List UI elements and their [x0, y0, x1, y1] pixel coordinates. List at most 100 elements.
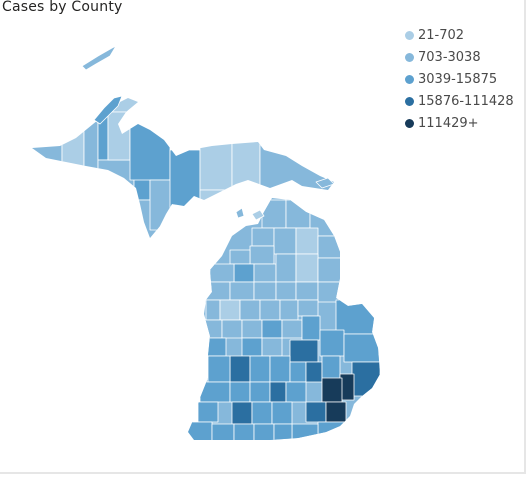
county-benzie[interactable]	[209, 263, 235, 283]
county-barry[interactable]	[229, 381, 251, 403]
county-gogebic[interactable]	[20, 129, 63, 176]
legend-swatch-3	[405, 74, 414, 84]
county-montmorency[interactable]	[295, 227, 319, 255]
county-lake[interactable]	[219, 299, 241, 321]
county-jackson[interactable]	[271, 401, 293, 425]
county-bay[interactable]	[301, 315, 321, 341]
county-iron[interactable]	[97, 159, 135, 201]
legend-item[interactable]: 703-3038	[405, 46, 514, 68]
county-montcalm[interactable]	[241, 337, 263, 357]
county-luce[interactable]	[199, 139, 233, 191]
county-roscommon[interactable]	[275, 281, 297, 301]
county-saginaw[interactable]	[289, 339, 319, 363]
county-chippewa-w[interactable]	[231, 139, 261, 191]
county-leelanau[interactable]	[229, 249, 251, 265]
county-clinton[interactable]	[269, 355, 291, 383]
county-grand-traverse[interactable]	[233, 263, 255, 283]
county-cheboygan[interactable]	[285, 199, 311, 229]
county-keweenaw-isle-royale[interactable]	[81, 45, 117, 71]
county-mason[interactable]	[205, 299, 221, 321]
legend-swatch-2	[405, 52, 414, 62]
county-marquette[interactable]	[107, 111, 131, 161]
legend-item[interactable]: 15876-111428	[405, 90, 514, 112]
legend-swatch-5	[405, 118, 414, 128]
visual-container: Cases by County	[0, 0, 526, 474]
county-monroe[interactable]	[317, 421, 347, 444]
county-berrien[interactable]	[186, 421, 213, 444]
county-wayne[interactable]	[325, 401, 347, 423]
county-charlevoix-beaver-island[interactable]	[235, 207, 245, 219]
county-houghton[interactable]	[83, 99, 99, 176]
county-oakland[interactable]	[321, 377, 343, 403]
county-mackinac-island[interactable]	[251, 209, 265, 221]
county-genesee[interactable]	[305, 361, 323, 383]
legend-label: 111429+	[418, 115, 479, 131]
legend-item[interactable]: 21-702	[405, 24, 514, 46]
county-calhoun[interactable]	[251, 401, 273, 425]
county-arenac[interactable]	[297, 299, 319, 317]
county-branch[interactable]	[253, 423, 275, 444]
county-manistee[interactable]	[205, 281, 231, 301]
county-oscoda[interactable]	[295, 253, 319, 283]
county-ottawa[interactable]	[207, 355, 231, 383]
county-iosco[interactable]	[317, 281, 343, 303]
county-midland[interactable]	[281, 319, 303, 339]
county-schoolcraft[interactable]	[169, 149, 201, 211]
legend-swatch-1	[405, 30, 414, 40]
county-st-clair[interactable]	[351, 361, 380, 397]
county-alcona[interactable]	[317, 257, 343, 283]
county-ionia[interactable]	[249, 355, 271, 383]
county-mecosta[interactable]	[241, 319, 263, 339]
legend-item[interactable]: 3039-15875	[405, 68, 514, 90]
county-newaygo[interactable]	[221, 319, 243, 339]
county-oceana[interactable]	[203, 319, 223, 339]
county-keweenaw-peninsula[interactable]	[93, 95, 123, 125]
legend: 21-702 703-3038 3039-15875 15876-111428 …	[405, 24, 514, 134]
county-allegan[interactable]	[199, 381, 231, 403]
county-wexford[interactable]	[229, 281, 255, 301]
county-charlevoix[interactable]	[251, 227, 275, 247]
county-ontonagon[interactable]	[61, 119, 85, 176]
county-sanilac[interactable]	[343, 333, 380, 363]
county-chippewa-drummond[interactable]	[315, 177, 335, 189]
county-antrim[interactable]	[249, 245, 275, 265]
county-livingston[interactable]	[285, 381, 307, 403]
lower-peninsula	[186, 198, 380, 444]
legend-label: 3039-15875	[418, 71, 498, 87]
county-kalamazoo[interactable]	[231, 401, 253, 425]
county-hillsdale[interactable]	[273, 423, 293, 444]
county-crawford[interactable]	[275, 253, 297, 283]
county-cass[interactable]	[211, 423, 235, 444]
county-alger[interactable]	[129, 111, 171, 181]
county-gratiot[interactable]	[261, 337, 283, 357]
county-isabella[interactable]	[261, 319, 283, 339]
county-kalkaska[interactable]	[253, 263, 277, 283]
county-ingham[interactable]	[269, 381, 287, 403]
county-huron[interactable]	[335, 299, 380, 335]
county-osceola[interactable]	[239, 299, 261, 321]
county-muskegon[interactable]	[205, 337, 227, 357]
legend-swatch-4	[405, 96, 414, 106]
legend-item[interactable]: 111429+	[405, 112, 514, 134]
county-shiawassee[interactable]	[289, 361, 307, 383]
legend-label: 21-702	[418, 27, 465, 43]
county-otsego[interactable]	[273, 227, 297, 255]
legend-label: 703-3038	[418, 49, 481, 65]
michigan-county-map[interactable]	[0, 0, 526, 474]
county-tuscola[interactable]	[319, 329, 345, 357]
county-chippewa[interactable]	[259, 139, 340, 201]
county-kent[interactable]	[229, 355, 251, 383]
legend-label: 15876-111428	[418, 93, 514, 109]
county-st-joseph[interactable]	[233, 423, 255, 444]
county-alpena[interactable]	[317, 235, 343, 259]
county-lenawee[interactable]	[291, 423, 319, 444]
county-mackinac[interactable]	[199, 189, 263, 211]
county-clare[interactable]	[259, 299, 281, 321]
county-gladwin[interactable]	[279, 299, 299, 321]
county-emmet[interactable]	[261, 199, 287, 229]
county-ogemaw[interactable]	[295, 281, 319, 301]
county-washtenaw[interactable]	[305, 401, 327, 423]
county-missaukee[interactable]	[253, 281, 277, 301]
county-van-buren[interactable]	[197, 401, 219, 423]
county-eaton[interactable]	[249, 381, 271, 403]
